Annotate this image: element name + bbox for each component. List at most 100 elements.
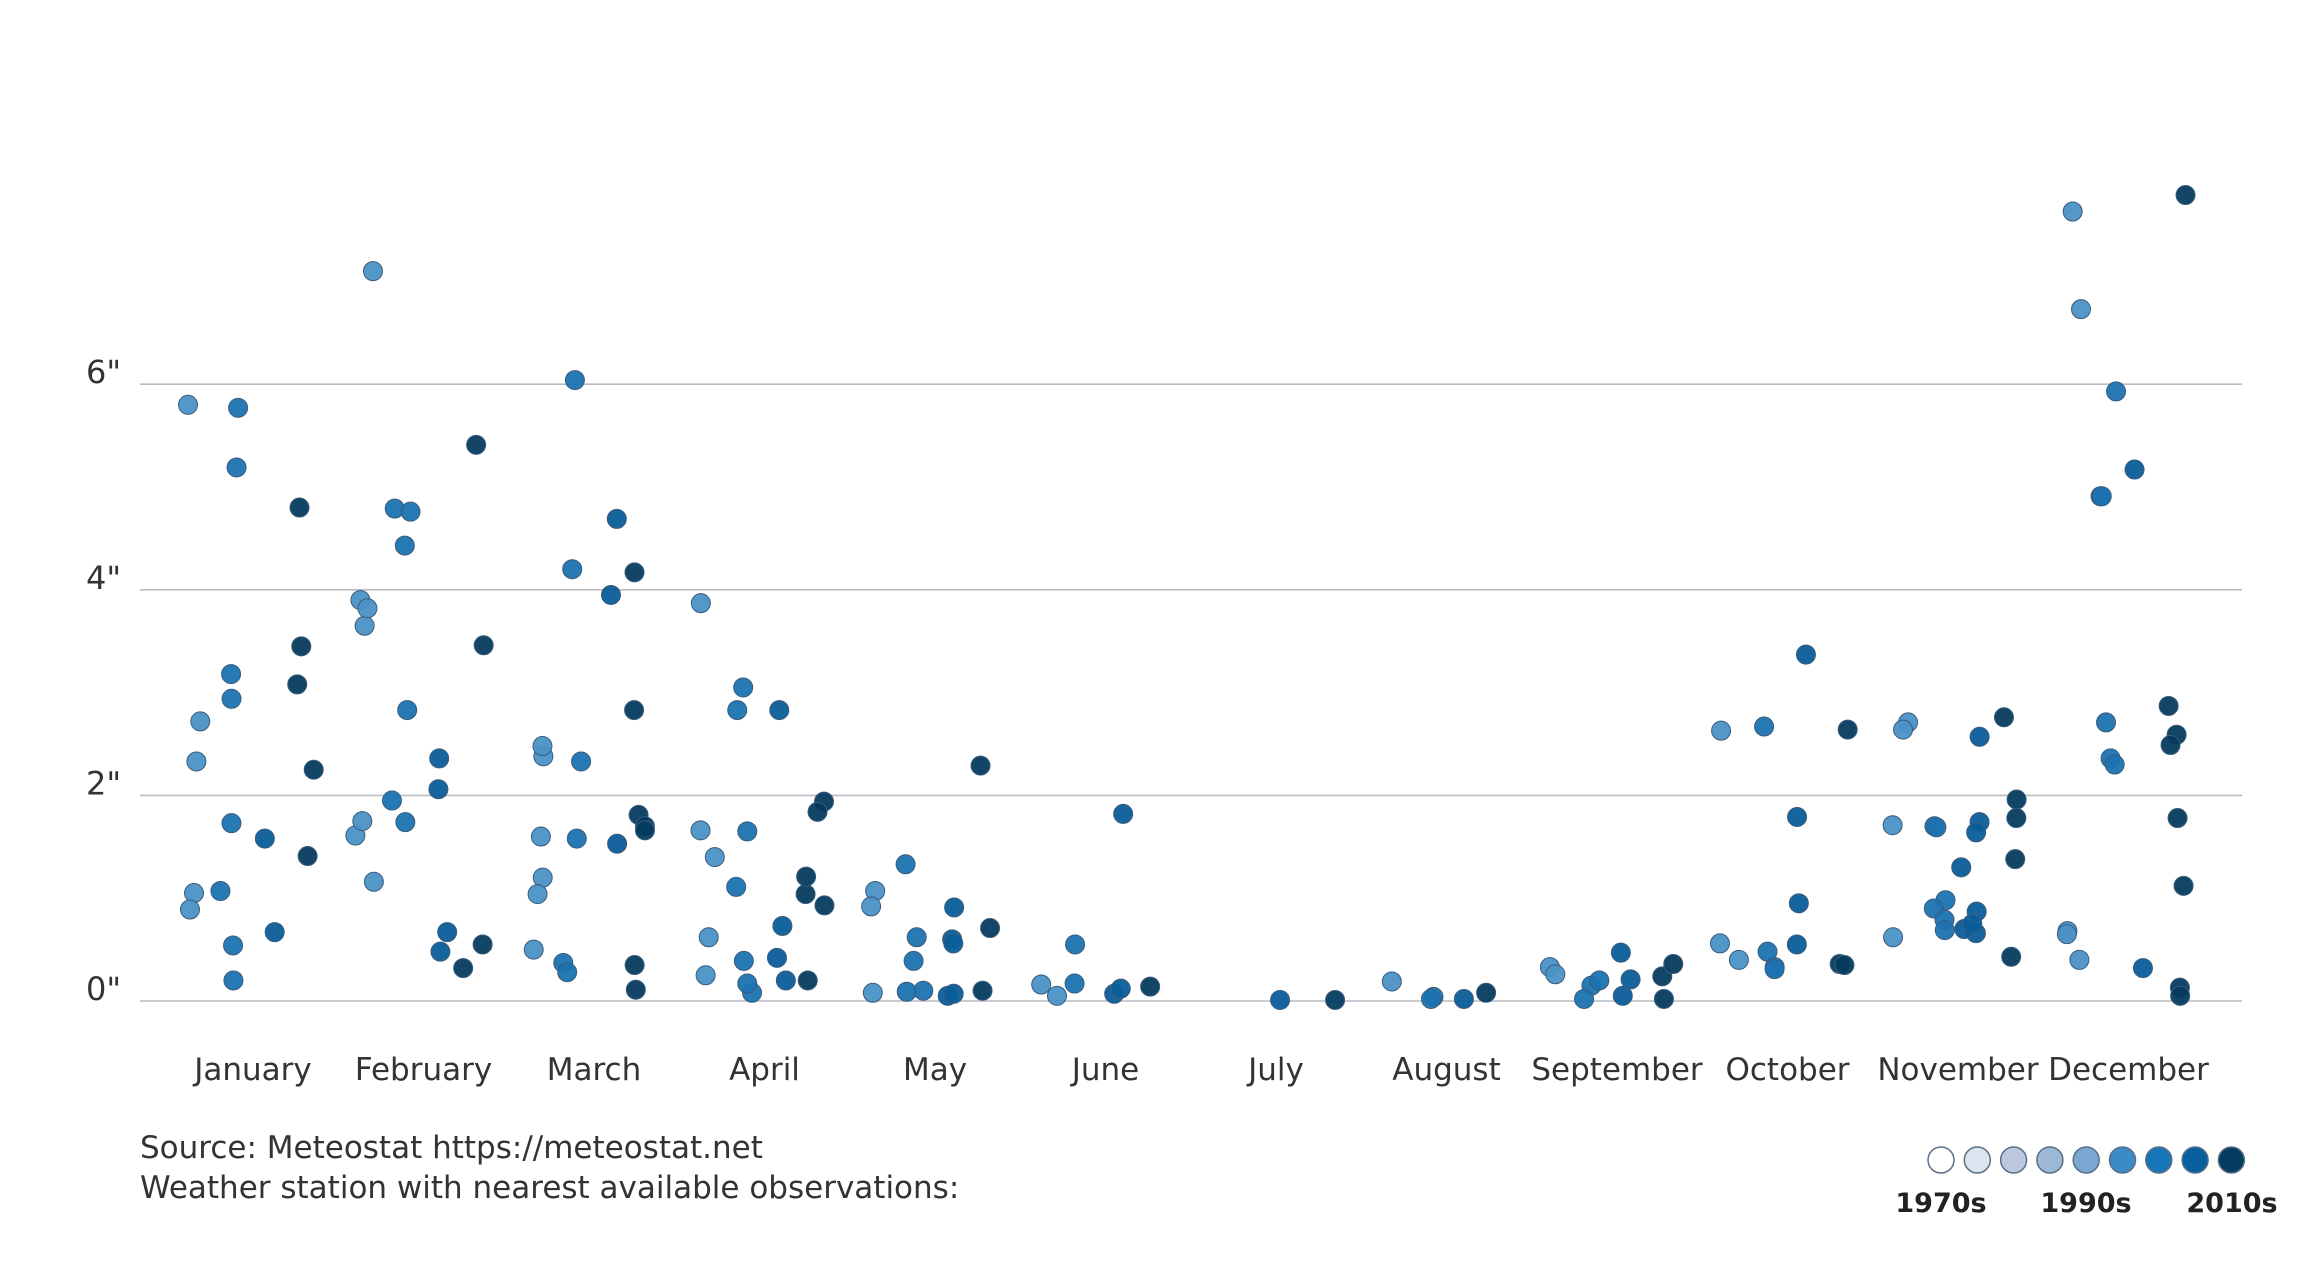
x-tick-label: July (1246, 1052, 1304, 1088)
data-point (562, 559, 583, 580)
data-point (523, 939, 544, 960)
data-point (287, 674, 308, 695)
legend-swatch (2181, 1146, 2209, 1174)
data-point (1620, 969, 1641, 990)
data-point (769, 700, 790, 721)
data-point (352, 811, 373, 832)
data-point (2005, 849, 2026, 870)
data-point (530, 826, 551, 847)
legend-swatch (2036, 1146, 2064, 1174)
data-point (1969, 726, 1990, 747)
data-point (437, 922, 458, 943)
data-point (184, 883, 205, 904)
data-point (210, 881, 231, 902)
data-point (2124, 459, 2145, 480)
x-tick-label: February (355, 1052, 492, 1088)
data-point (1764, 959, 1785, 980)
data-point (1893, 719, 1914, 740)
data-point (223, 935, 244, 956)
data-point (1962, 913, 1983, 934)
x-axis-labels: January February March April May June July Augu… (192, 1052, 2209, 1088)
data-point (179, 899, 200, 920)
data-point (303, 759, 324, 780)
data-point (624, 955, 645, 976)
data-point (772, 915, 793, 936)
data-point (1951, 857, 1972, 878)
data-point (566, 828, 587, 849)
data-point (624, 700, 645, 721)
x-tick-label: April (729, 1052, 800, 1088)
data-point (2006, 808, 2027, 829)
data-point (397, 700, 418, 721)
data-point (453, 958, 474, 979)
data-point (795, 884, 816, 905)
data-point (363, 871, 384, 892)
data-point (1663, 953, 1684, 974)
legend-swatch (2072, 1146, 2100, 1174)
data-point (814, 895, 835, 916)
data-point (944, 897, 965, 918)
data-point (2106, 381, 2127, 402)
data-point (1653, 988, 1674, 1009)
legend-label: 1990s (2040, 1188, 2131, 1219)
data-point (624, 562, 645, 583)
data-point (1031, 974, 1052, 995)
data-point (2170, 985, 2191, 1006)
data-point (607, 833, 628, 854)
data-point (2056, 924, 2077, 945)
data-point (1795, 644, 1816, 665)
data-point (472, 934, 493, 955)
x-tick-label: June (1070, 1052, 1140, 1088)
x-tick-label: December (2048, 1052, 2209, 1088)
data-point (532, 736, 553, 757)
data-point (606, 508, 627, 529)
data-point (1787, 806, 1808, 827)
data-point (2158, 695, 2179, 716)
data-point (1993, 707, 2014, 728)
data-point (1728, 949, 1749, 970)
data-point (807, 801, 828, 822)
x-tick-label: January (192, 1052, 312, 1088)
data-point (766, 947, 787, 968)
data-point (400, 501, 421, 522)
data-point (625, 979, 646, 1000)
data-point (737, 821, 758, 842)
gridlines (140, 383, 2242, 1002)
data-point (223, 970, 244, 991)
y-tick-label: 2" (86, 764, 121, 802)
data-point (2070, 299, 2091, 320)
data-point (2001, 946, 2022, 967)
data-point (264, 922, 285, 943)
data-point (737, 973, 758, 994)
data-point (354, 615, 375, 636)
data-point (1476, 982, 1497, 1003)
y-axis-ticks: 0" 2" 4" 6" (86, 353, 121, 1008)
data-point (190, 711, 211, 732)
data-point (704, 847, 725, 868)
data-point (1325, 989, 1346, 1010)
data-point (690, 820, 711, 841)
data-point (1113, 803, 1134, 824)
data-point (943, 983, 964, 1004)
data-point (862, 982, 883, 1003)
data-point (1545, 964, 1566, 985)
data-point (291, 636, 312, 657)
y-tick-label: 6" (86, 353, 121, 391)
data-point (695, 965, 716, 986)
data-point (2160, 735, 2181, 756)
data-point (429, 748, 450, 769)
legend-swatch (2217, 1146, 2246, 1174)
y-tick-label: 4" (86, 559, 121, 597)
data-point (571, 751, 592, 772)
data-point (1453, 988, 1474, 1009)
data-point (2062, 201, 2083, 222)
data-point (980, 918, 1001, 939)
data-point (2175, 185, 2196, 206)
data-point (1709, 933, 1730, 954)
data-point (1574, 988, 1595, 1009)
data-point (1421, 988, 1442, 1009)
data-point (428, 779, 449, 800)
x-tick-label: May (903, 1052, 967, 1088)
data-point (690, 593, 711, 614)
